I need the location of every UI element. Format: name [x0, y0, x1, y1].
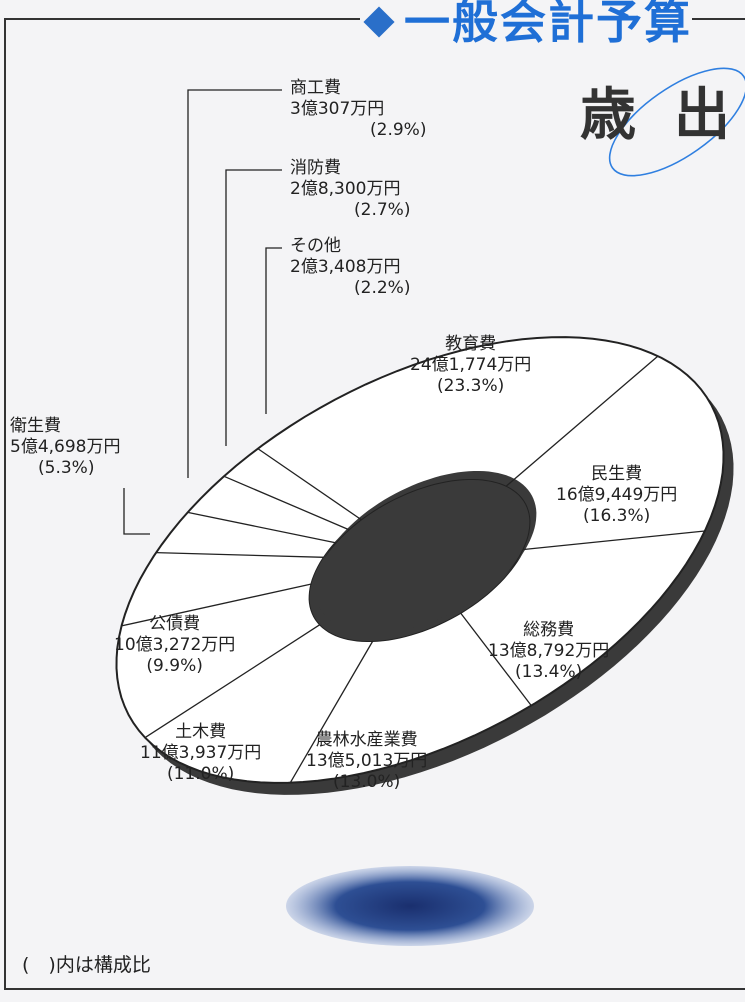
slice-label-other: その他 2億3,408万円 (2.2%) — [290, 236, 411, 298]
swoosh-decoration — [608, 67, 745, 177]
leader-commerce — [187, 89, 282, 478]
slice-label-agriculture: 農林水産業費 13億5,013万円 (13.0%) — [306, 730, 428, 792]
slice-public-debt — [144, 624, 321, 739]
slice-agriculture — [459, 612, 532, 706]
slice-commerce — [156, 551, 325, 558]
slice-label-fire: 消防費 2億8,300万円 (2.7%) — [290, 158, 411, 220]
slice-label-public-debt: 公債費 10億3,272万円 (9.9%) — [114, 614, 236, 676]
slice-label-commerce: 商工費 3億307万円 (2.9%) — [290, 78, 427, 140]
section-heading: 歳出 — [580, 82, 745, 148]
slice-label-sanitation: 衛生費 5億4,698万円 (5.3%) — [10, 416, 121, 478]
slice-other — [223, 475, 349, 531]
slice-label-general-affairs: 総務費 13億8,792万円 (13.4%) — [488, 620, 610, 682]
slice-general-affairs — [523, 530, 705, 551]
slice-label-welfare: 民生費 16億9,449万円 (16.3%) — [556, 464, 678, 526]
slice-education — [257, 448, 362, 521]
slice-fire — [187, 511, 336, 544]
title-banner: 一般会計予算 — [360, 0, 692, 49]
leader-sanitation — [123, 488, 150, 535]
footnote: ( )内は構成比 — [22, 954, 151, 976]
slice-sanitation — [121, 583, 312, 627]
ground-shadow — [286, 866, 534, 946]
leader-fire — [225, 169, 282, 446]
leader-other — [265, 247, 282, 414]
slice-civil-engineering — [289, 640, 374, 784]
slice-label-education: 教育費 24億1,774万円 (23.3%) — [410, 334, 532, 396]
donut-inner-wall — [309, 471, 537, 641]
slice-label-civil-engineering: 土木費 11億3,937万円 (11.0%) — [140, 722, 262, 784]
page-title: 一般会計予算 — [404, 0, 692, 49]
slice-welfare — [506, 355, 659, 487]
